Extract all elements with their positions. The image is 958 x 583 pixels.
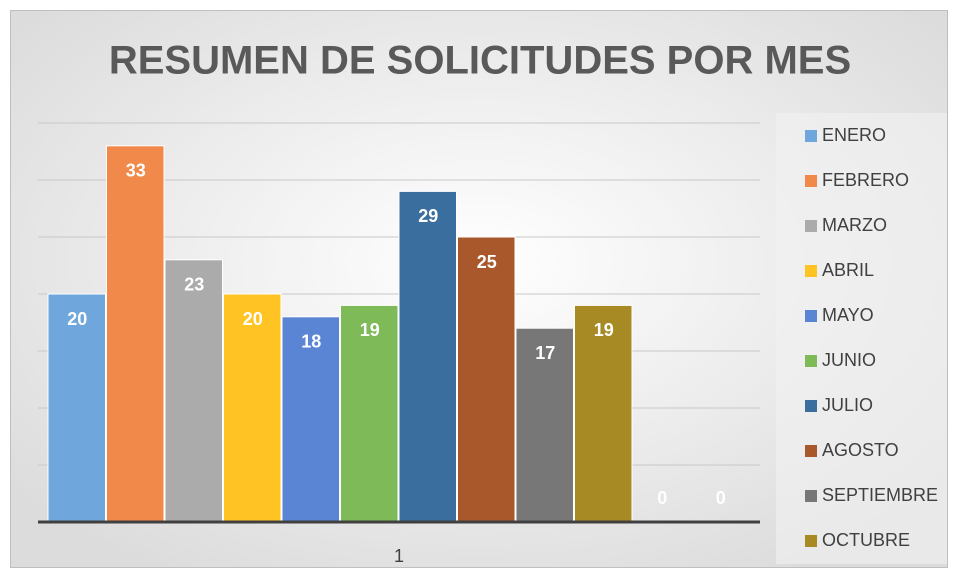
legend-swatch xyxy=(805,400,817,412)
data-label: 0 xyxy=(716,488,726,508)
bar xyxy=(47,293,106,523)
bar xyxy=(574,304,633,523)
legend-swatch xyxy=(805,310,817,322)
legend-label: ABRIL xyxy=(822,260,874,280)
legend-label: OCTUBRE xyxy=(822,530,910,550)
legend-label: MARZO xyxy=(822,215,887,235)
data-label: 25 xyxy=(477,252,497,272)
legend-label: JULIO xyxy=(822,395,873,415)
data-label: 18 xyxy=(301,332,321,352)
bar xyxy=(340,304,399,523)
legend-label: AGOSTO xyxy=(822,440,899,460)
bar xyxy=(398,190,457,523)
legend-label: MAYO xyxy=(822,305,874,325)
data-label: 17 xyxy=(535,343,555,363)
bar xyxy=(223,293,282,523)
data-label: 20 xyxy=(67,309,87,329)
data-label: 0 xyxy=(657,488,667,508)
data-label: 19 xyxy=(360,320,380,340)
legend-swatch xyxy=(805,490,817,502)
legend-label: JUNIO xyxy=(822,350,876,370)
x-tick-label: 1 xyxy=(394,546,404,566)
legend-label: ENERO xyxy=(822,125,886,145)
legend-swatch xyxy=(805,445,817,457)
data-label: 23 xyxy=(184,275,204,295)
data-label: 33 xyxy=(126,161,146,181)
legend-swatch xyxy=(805,535,817,547)
data-label: 20 xyxy=(243,309,263,329)
data-label: 19 xyxy=(594,320,614,340)
legend-swatch xyxy=(805,130,817,142)
bar xyxy=(106,145,165,523)
bar xyxy=(457,236,516,523)
chart-title: RESUMEN DE SOLICITUDES POR MES xyxy=(109,39,851,83)
legend-swatch xyxy=(805,265,817,277)
bar xyxy=(281,316,340,523)
legend-box xyxy=(776,113,947,564)
data-label: 29 xyxy=(418,206,438,226)
bar xyxy=(164,259,223,523)
legend-label: SEPTIEMBRE xyxy=(822,485,938,505)
legend-swatch xyxy=(805,220,817,232)
legend-swatch xyxy=(805,175,817,187)
legend-label: FEBRERO xyxy=(822,170,909,190)
bar xyxy=(515,327,574,523)
legend-swatch xyxy=(805,355,817,367)
